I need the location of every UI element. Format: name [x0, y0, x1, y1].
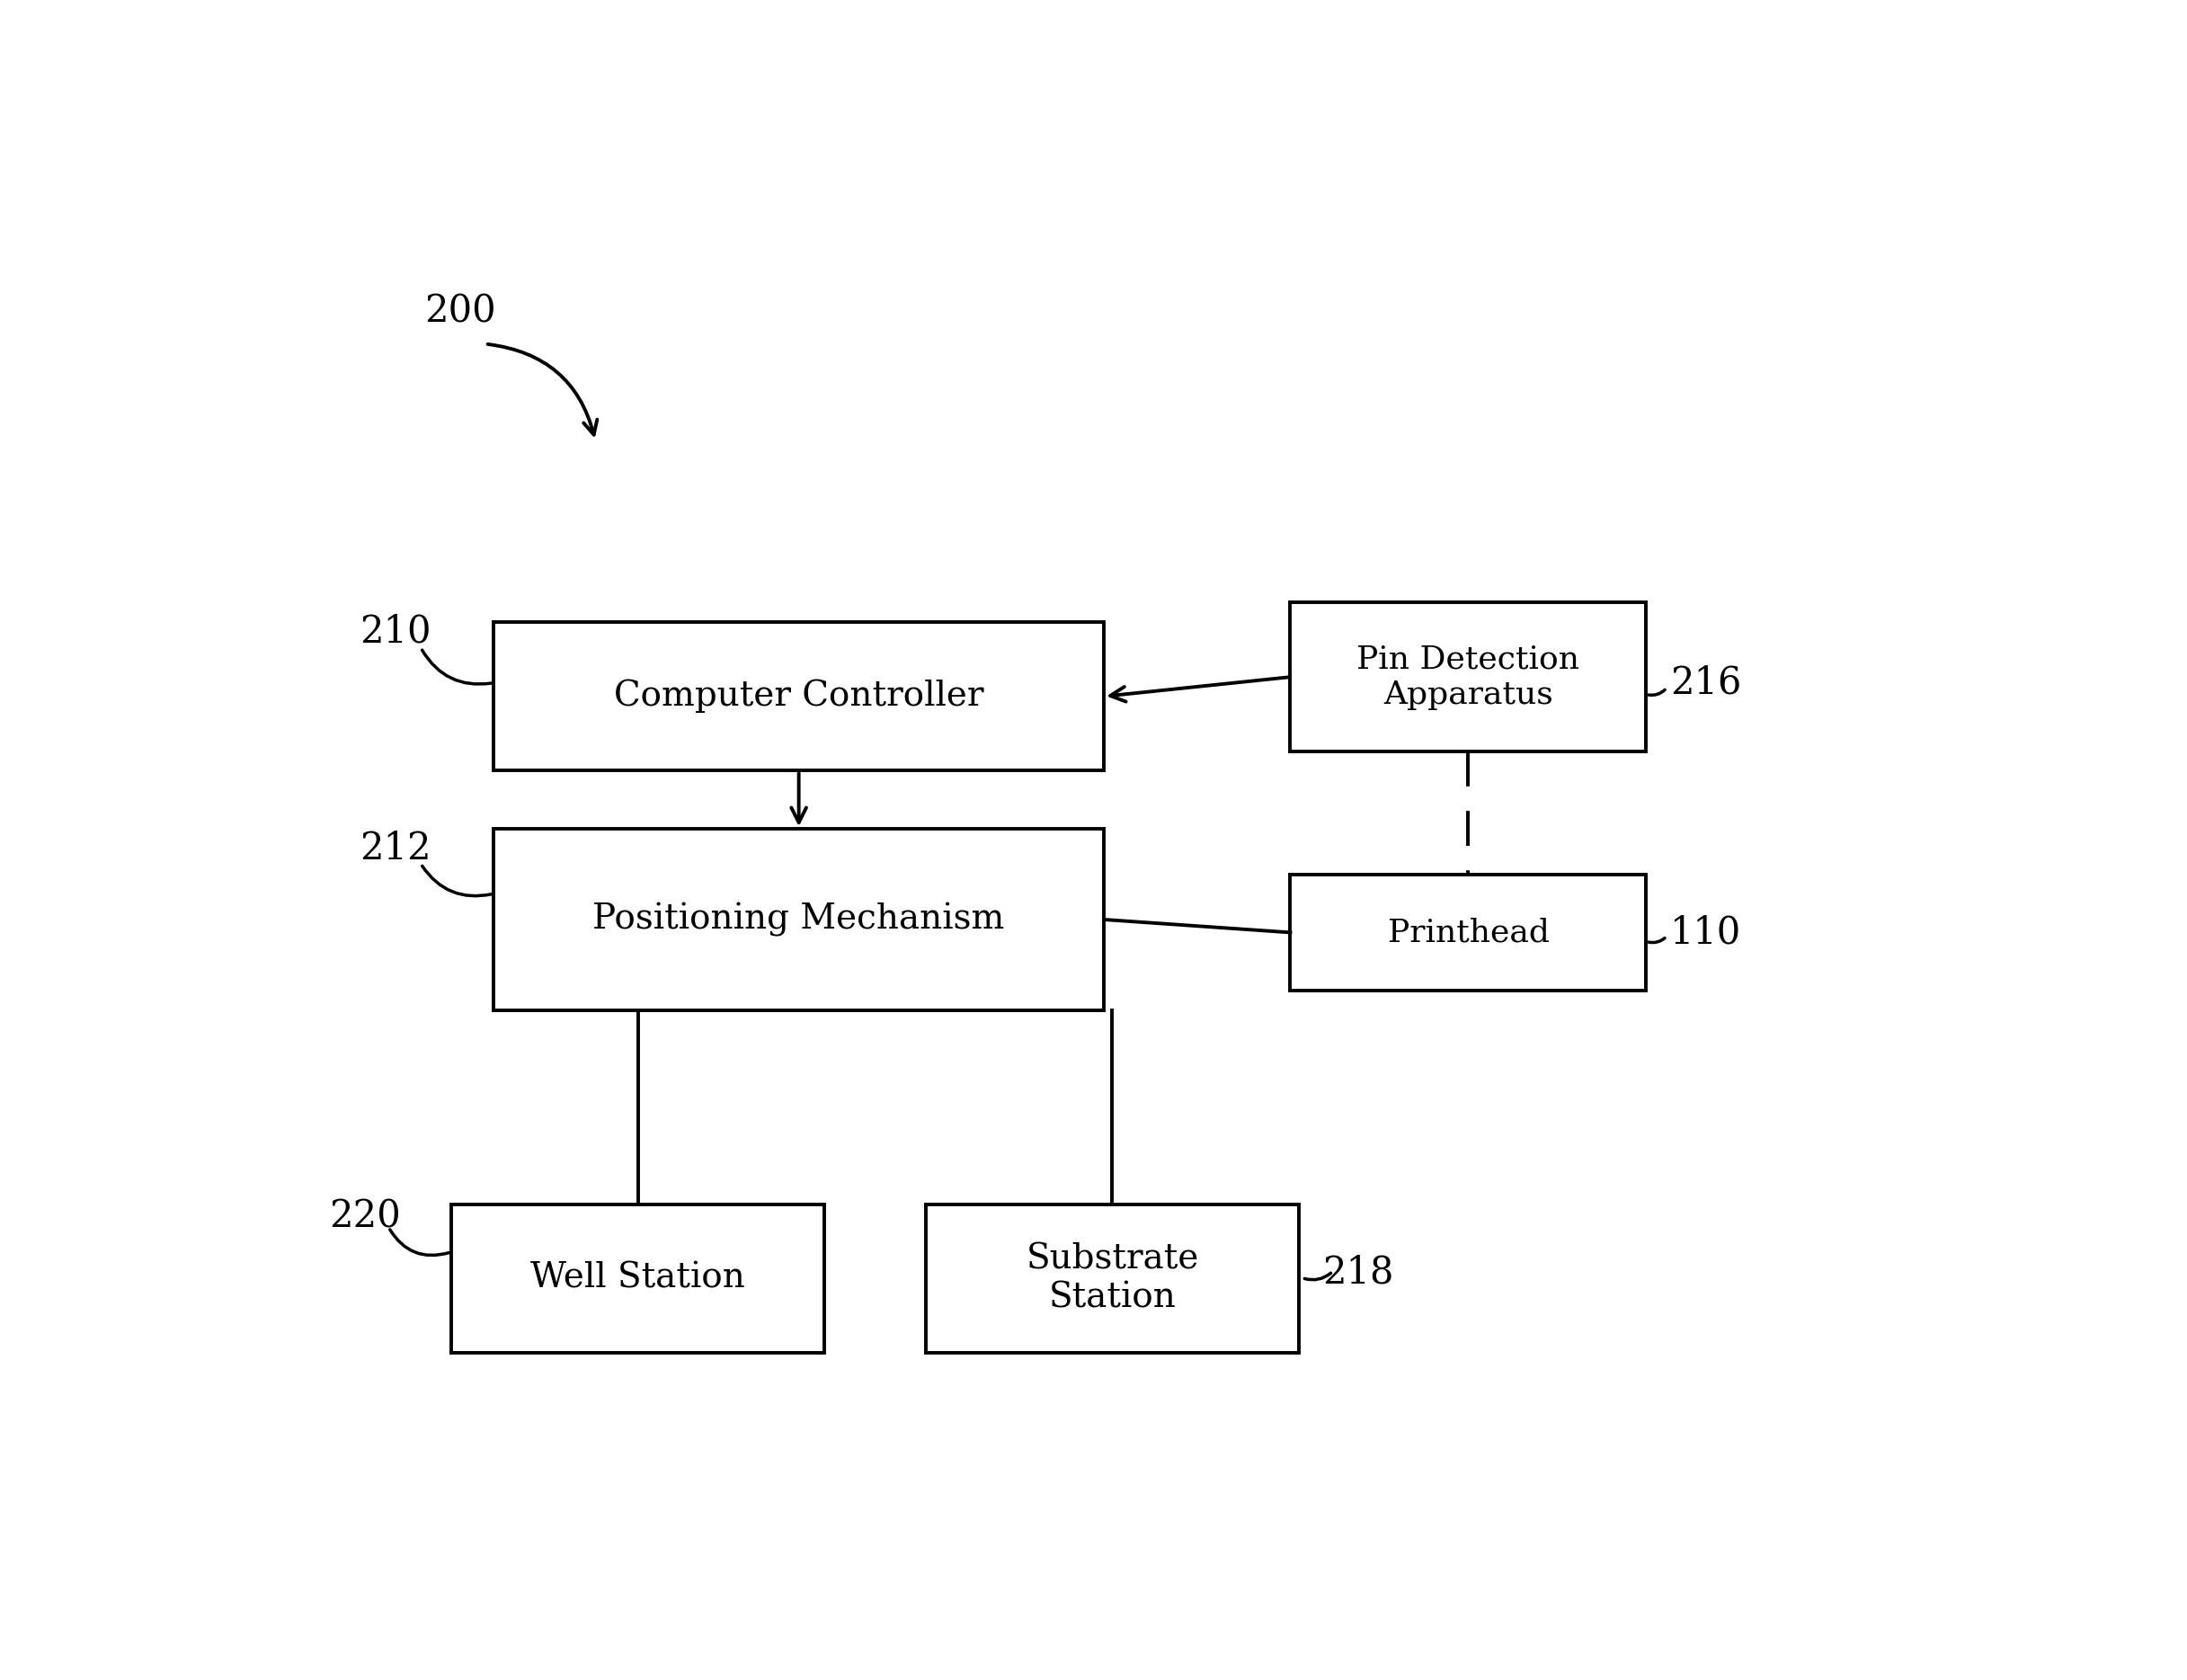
Text: 110: 110 [1671, 914, 1741, 951]
Text: 210: 210 [359, 612, 431, 650]
FancyBboxPatch shape [494, 622, 1104, 771]
FancyArrowPatch shape [1649, 690, 1664, 696]
Text: 220: 220 [328, 1198, 400, 1236]
FancyBboxPatch shape [451, 1205, 824, 1352]
FancyArrowPatch shape [422, 865, 492, 895]
FancyBboxPatch shape [494, 828, 1104, 1010]
FancyArrowPatch shape [488, 344, 597, 435]
Text: Positioning Mechanism: Positioning Mechanism [593, 902, 1004, 937]
Text: Computer Controller: Computer Controller [615, 679, 984, 714]
Text: Well Station: Well Station [531, 1262, 746, 1295]
Text: 218: 218 [1323, 1253, 1393, 1292]
Text: Printhead: Printhead [1387, 917, 1548, 948]
FancyArrowPatch shape [389, 1230, 448, 1255]
FancyArrowPatch shape [422, 650, 492, 684]
FancyArrowPatch shape [1306, 1273, 1332, 1280]
FancyBboxPatch shape [1290, 603, 1647, 751]
Text: 212: 212 [359, 830, 431, 867]
Text: 200: 200 [424, 292, 496, 331]
Text: Pin Detection
Apparatus: Pin Detection Apparatus [1356, 643, 1579, 711]
FancyArrowPatch shape [1649, 937, 1664, 942]
FancyBboxPatch shape [925, 1205, 1299, 1352]
Text: Substrate
Station: Substrate Station [1026, 1243, 1198, 1314]
FancyBboxPatch shape [1290, 874, 1647, 991]
Text: 216: 216 [1671, 664, 1741, 702]
